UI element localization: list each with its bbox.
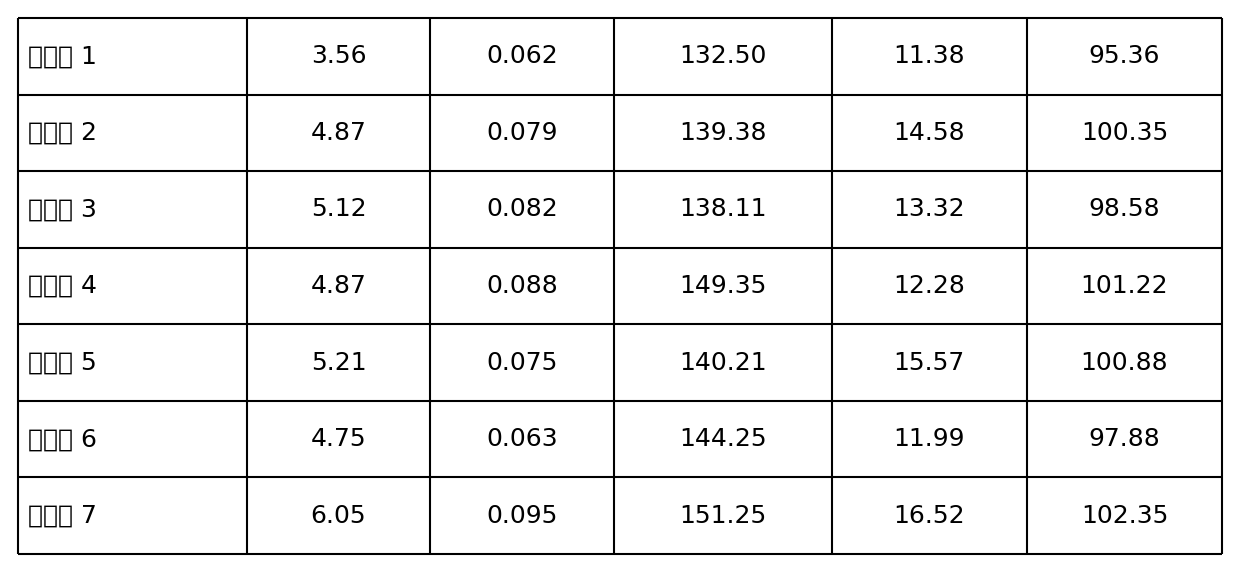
Text: 144.25: 144.25 (680, 427, 766, 451)
Text: 11.99: 11.99 (894, 427, 965, 451)
Text: 100.88: 100.88 (1080, 351, 1168, 375)
Text: 实施例 4: 实施例 4 (29, 274, 97, 298)
Text: 100.35: 100.35 (1081, 121, 1168, 145)
Text: 5.12: 5.12 (311, 197, 366, 221)
Text: 5.21: 5.21 (311, 351, 366, 375)
Text: 101.22: 101.22 (1080, 274, 1168, 298)
Text: 95.36: 95.36 (1089, 44, 1161, 68)
Text: 13.32: 13.32 (894, 197, 965, 221)
Text: 12.28: 12.28 (894, 274, 965, 298)
Text: 0.063: 0.063 (486, 427, 558, 451)
Text: 实施例 2: 实施例 2 (29, 121, 97, 145)
Text: 6.05: 6.05 (311, 504, 366, 528)
Text: 0.075: 0.075 (487, 351, 558, 375)
Text: 4.87: 4.87 (310, 274, 367, 298)
Text: 实施例 5: 实施例 5 (29, 351, 97, 375)
Text: 102.35: 102.35 (1081, 504, 1168, 528)
Text: 实施例 3: 实施例 3 (29, 197, 97, 221)
Text: 0.079: 0.079 (487, 121, 558, 145)
Text: 11.38: 11.38 (894, 44, 965, 68)
Text: 0.062: 0.062 (486, 44, 558, 68)
Text: 151.25: 151.25 (680, 504, 766, 528)
Text: 实施例 1: 实施例 1 (29, 44, 97, 68)
Text: 3.56: 3.56 (311, 44, 366, 68)
Text: 138.11: 138.11 (680, 197, 766, 221)
Text: 132.50: 132.50 (680, 44, 766, 68)
Text: 97.88: 97.88 (1089, 427, 1161, 451)
Text: 0.088: 0.088 (486, 274, 558, 298)
Text: 0.082: 0.082 (486, 197, 558, 221)
Text: 实施例 7: 实施例 7 (29, 504, 97, 528)
Text: 139.38: 139.38 (680, 121, 766, 145)
Text: 16.52: 16.52 (894, 504, 965, 528)
Text: 15.57: 15.57 (894, 351, 965, 375)
Text: 140.21: 140.21 (680, 351, 766, 375)
Text: 14.58: 14.58 (894, 121, 965, 145)
Text: 实施例 6: 实施例 6 (29, 427, 97, 451)
Text: 149.35: 149.35 (680, 274, 766, 298)
Text: 0.095: 0.095 (487, 504, 558, 528)
Text: 98.58: 98.58 (1089, 197, 1161, 221)
Text: 4.87: 4.87 (310, 121, 367, 145)
Text: 4.75: 4.75 (311, 427, 366, 451)
